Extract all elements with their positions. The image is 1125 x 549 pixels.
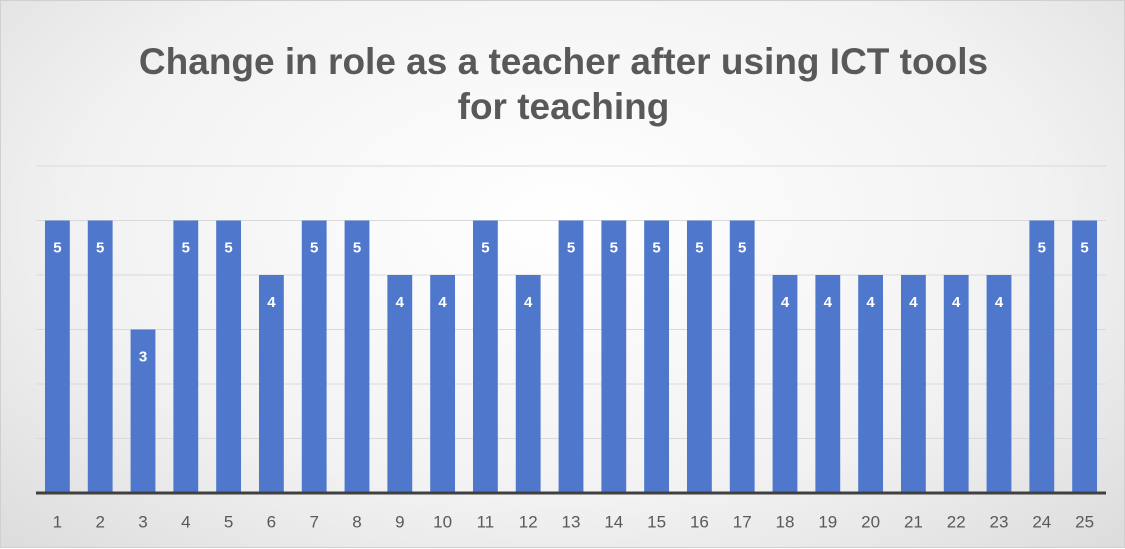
- data-label: 5: [738, 239, 746, 256]
- x-tick-label: 6: [267, 512, 276, 531]
- bar: [644, 220, 670, 493]
- data-label: 5: [610, 239, 618, 256]
- data-label: 5: [481, 239, 489, 256]
- bar: [686, 220, 712, 493]
- chart-title: Change in role as a teacher after using …: [138, 41, 989, 127]
- data-label: 5: [353, 239, 361, 256]
- bar: [173, 220, 199, 493]
- data-label: 5: [310, 239, 318, 256]
- data-label: 4: [438, 294, 447, 311]
- x-tick-label: 20: [861, 512, 880, 531]
- bar: [986, 275, 1012, 493]
- x-tick-label: 11: [477, 512, 495, 531]
- bar: [815, 275, 841, 493]
- x-tick-label: 17: [733, 512, 752, 531]
- bar: [1029, 220, 1055, 493]
- bar: [344, 220, 370, 493]
- x-tick-label: 16: [690, 512, 709, 531]
- bar: [258, 275, 284, 493]
- data-label: 5: [224, 239, 232, 256]
- x-tick-label: 13: [562, 512, 581, 531]
- data-label: 4: [952, 294, 961, 311]
- data-label: 4: [909, 294, 918, 311]
- data-label: 5: [182, 239, 190, 256]
- bar: [1072, 220, 1098, 493]
- data-label: 5: [96, 239, 104, 256]
- bar: [430, 275, 456, 493]
- x-tick-label: 15: [647, 512, 666, 531]
- data-label: 5: [652, 239, 660, 256]
- data-label: 5: [1038, 239, 1046, 256]
- bar: [387, 275, 413, 493]
- bar: [44, 220, 70, 493]
- x-tick-label: 5: [224, 512, 233, 531]
- bar: [900, 275, 926, 493]
- x-tick-label: 9: [395, 512, 404, 531]
- x-tick-label: 23: [990, 512, 1009, 531]
- data-label: 4: [396, 294, 405, 311]
- bar: [772, 275, 798, 493]
- x-tick-label: 8: [352, 512, 361, 531]
- x-tick-label: 22: [947, 512, 966, 531]
- data-label: 5: [567, 239, 575, 256]
- x-tick-label: 14: [604, 512, 623, 531]
- bar: [87, 220, 113, 493]
- x-tick-label: 19: [818, 512, 837, 531]
- x-tick-label: 4: [181, 512, 190, 531]
- x-tick-label: 7: [309, 512, 318, 531]
- data-label: 4: [267, 294, 276, 311]
- x-tick-label: 3: [138, 512, 147, 531]
- data-label: 4: [866, 294, 875, 311]
- bar: [943, 275, 969, 493]
- x-tick-label: 21: [904, 512, 923, 531]
- data-label: 4: [524, 294, 533, 311]
- bar: [858, 275, 884, 493]
- x-tick-label: 18: [776, 512, 795, 531]
- bar: [729, 220, 755, 493]
- bar: [601, 220, 627, 493]
- data-label: 4: [781, 294, 790, 311]
- x-tick-label: 25: [1075, 512, 1094, 531]
- bar: [558, 220, 584, 493]
- bar: [130, 329, 156, 493]
- x-tick-label: 12: [519, 512, 538, 531]
- x-tick-label: 2: [95, 512, 104, 531]
- bar: [216, 220, 242, 493]
- data-label: 4: [824, 294, 833, 311]
- bar: [301, 220, 327, 493]
- bar: [472, 220, 498, 493]
- x-tick-label: 1: [53, 512, 62, 531]
- bar: [515, 275, 541, 493]
- data-label: 5: [1080, 239, 1088, 256]
- data-label: 5: [695, 239, 703, 256]
- data-label: 3: [139, 348, 147, 365]
- data-label: 5: [53, 239, 61, 256]
- x-tick-label: 24: [1032, 512, 1051, 531]
- data-label: 4: [995, 294, 1004, 311]
- x-tick-label: 10: [433, 512, 452, 531]
